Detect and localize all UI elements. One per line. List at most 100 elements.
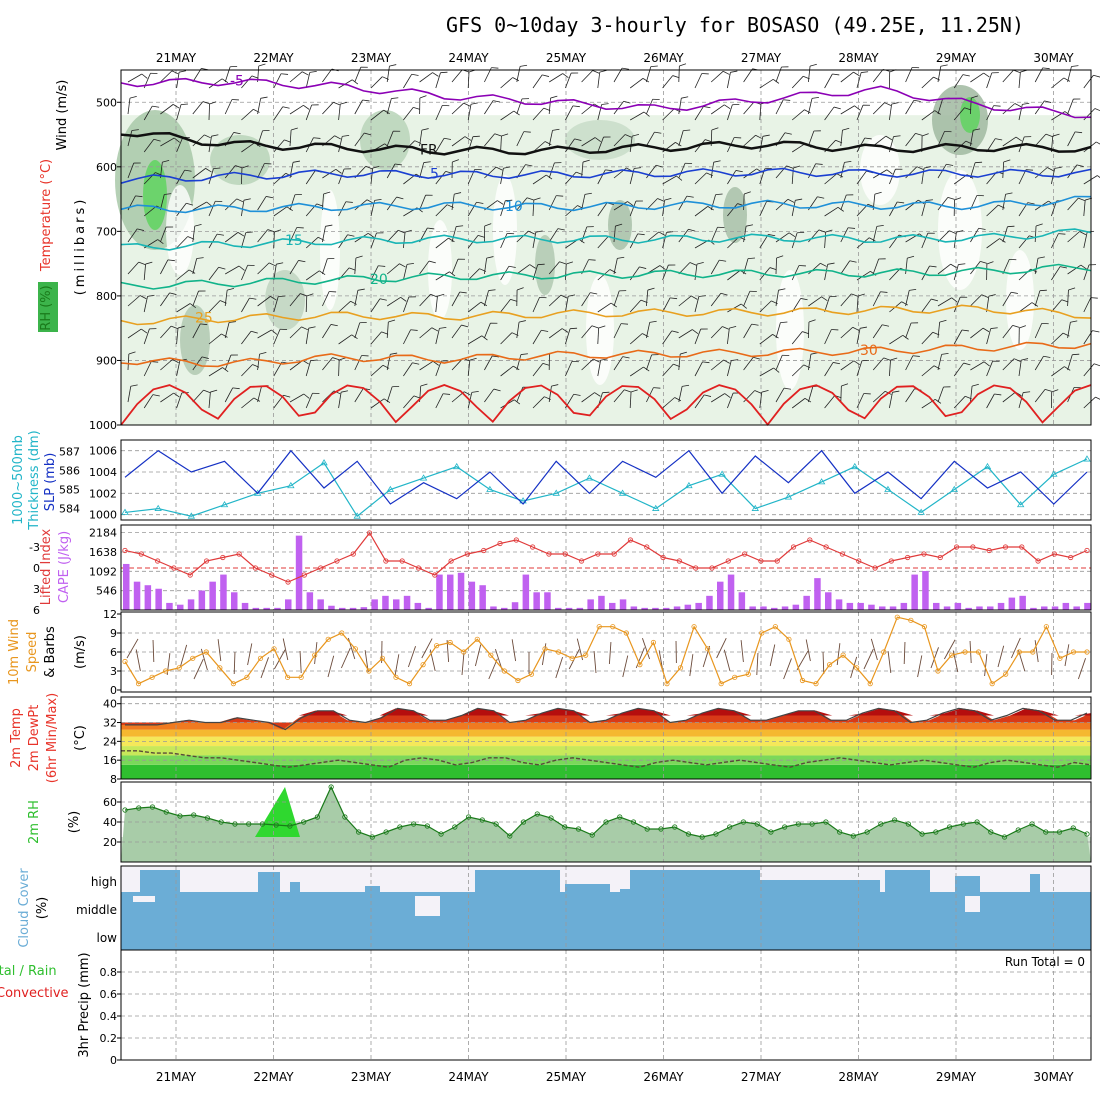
wind-barb-feather [956,230,964,233]
wind-barb [354,99,363,115]
rh2m-point [314,814,320,820]
y-tick-label: 500 [96,96,117,109]
wind-barb [953,329,963,345]
lifted-index-point [725,558,731,564]
lifted-index-point [383,558,389,564]
wind-barb [1002,162,1005,179]
rh2m-point [933,829,939,835]
rh2m-point [782,824,788,830]
wind-barb [273,106,284,121]
wind10-label-c: & Barbs [43,626,58,678]
thickness-point [353,512,361,519]
wind-barb-feather [302,71,309,76]
wind-barb [743,390,756,403]
wind-barb [354,290,359,307]
cape-bar [922,571,929,610]
wind-barb [305,170,316,185]
wind-barb [808,321,810,339]
y-tick-label: 3 [110,665,117,678]
wind-barb [208,300,221,313]
wind-barb [176,104,182,121]
wind10-point [908,617,914,623]
wind-barb [1018,72,1021,89]
wind-barb [127,295,141,307]
wind-barb [662,363,674,377]
wind-barb [370,265,379,281]
lifted-index-point [318,565,324,571]
cape-bar [997,602,1005,610]
wind-barb-feather [170,325,178,329]
y-tick-label: 0 [110,684,117,697]
wind-barb-feather [780,321,788,324]
wind-barb [305,295,308,313]
wind-barb-feather [981,294,989,298]
cloud-high-bar [475,870,560,892]
wind-barb-feather [659,265,666,271]
rh-shading-blob [180,305,210,375]
wind-barb [208,266,219,281]
cape-bar [274,607,281,610]
wind-barb [824,395,835,409]
wind10-barb [233,651,236,675]
bottom-date-label: 22MAY [253,1070,294,1084]
rh2m-point [658,826,664,832]
wind-barb-feather [130,384,138,387]
wind-barb [629,136,633,153]
wind-barb [257,386,262,403]
lifted-index-point [758,558,764,564]
wind-barb-feather [609,269,617,274]
wind-barb [613,290,620,307]
wind-barb [1002,103,1016,115]
wind-barb-feather [464,391,471,396]
temp-band [121,729,1091,737]
lifted-index-point [220,554,226,561]
wind-barb-feather [704,139,712,143]
wind-barb [872,291,881,307]
wind-barb [192,101,204,115]
wind10-barb [511,639,517,662]
bottom-date-label: 28MAY [838,1070,879,1084]
wind-barb [905,133,916,147]
wind-barb-feather [147,294,155,297]
rh2m-point [768,829,774,835]
wind-barb-feather [301,326,309,331]
thickness-point [1083,455,1091,462]
wind-barb-feather [128,351,136,355]
isotherm-line [120,228,1092,251]
wind-barb-feather [730,70,738,73]
wind-barb [143,105,153,121]
wind-barb [759,201,767,217]
wind-barb [1067,98,1074,115]
wind-barb-feather [951,297,958,303]
wind-barb [208,168,214,185]
rh2m-point [149,804,156,810]
slp-tick-label: 1000 [89,509,117,522]
y-tick-label: 12 [103,608,117,621]
wind-barb [970,130,974,147]
wind-barb [1051,200,1057,217]
wind-barb [192,258,198,275]
wind-barb [127,130,133,147]
wind-barb-feather [443,137,452,140]
wind-barb-feather [971,95,979,99]
wind10-point [339,630,345,636]
wind10-point [854,665,860,671]
wind-barb [548,73,563,83]
wind10-point [813,681,819,687]
wind-barb [273,73,282,89]
wind-barb-feather [298,260,306,263]
wind-barb [516,66,521,83]
wind-barb [872,226,878,243]
wind-barb [224,290,228,307]
wind-barb-feather [335,168,342,174]
wind-barb [241,232,247,249]
wind-barb [937,297,952,307]
wind-barb [581,358,594,371]
lifted-index-point [415,565,422,571]
wind-barb [694,73,703,89]
wind10-barb [622,655,629,678]
wind-barb [872,357,884,371]
wind-barb [565,138,575,153]
wind-barb [840,260,851,275]
wind-barb-feather [173,392,180,398]
